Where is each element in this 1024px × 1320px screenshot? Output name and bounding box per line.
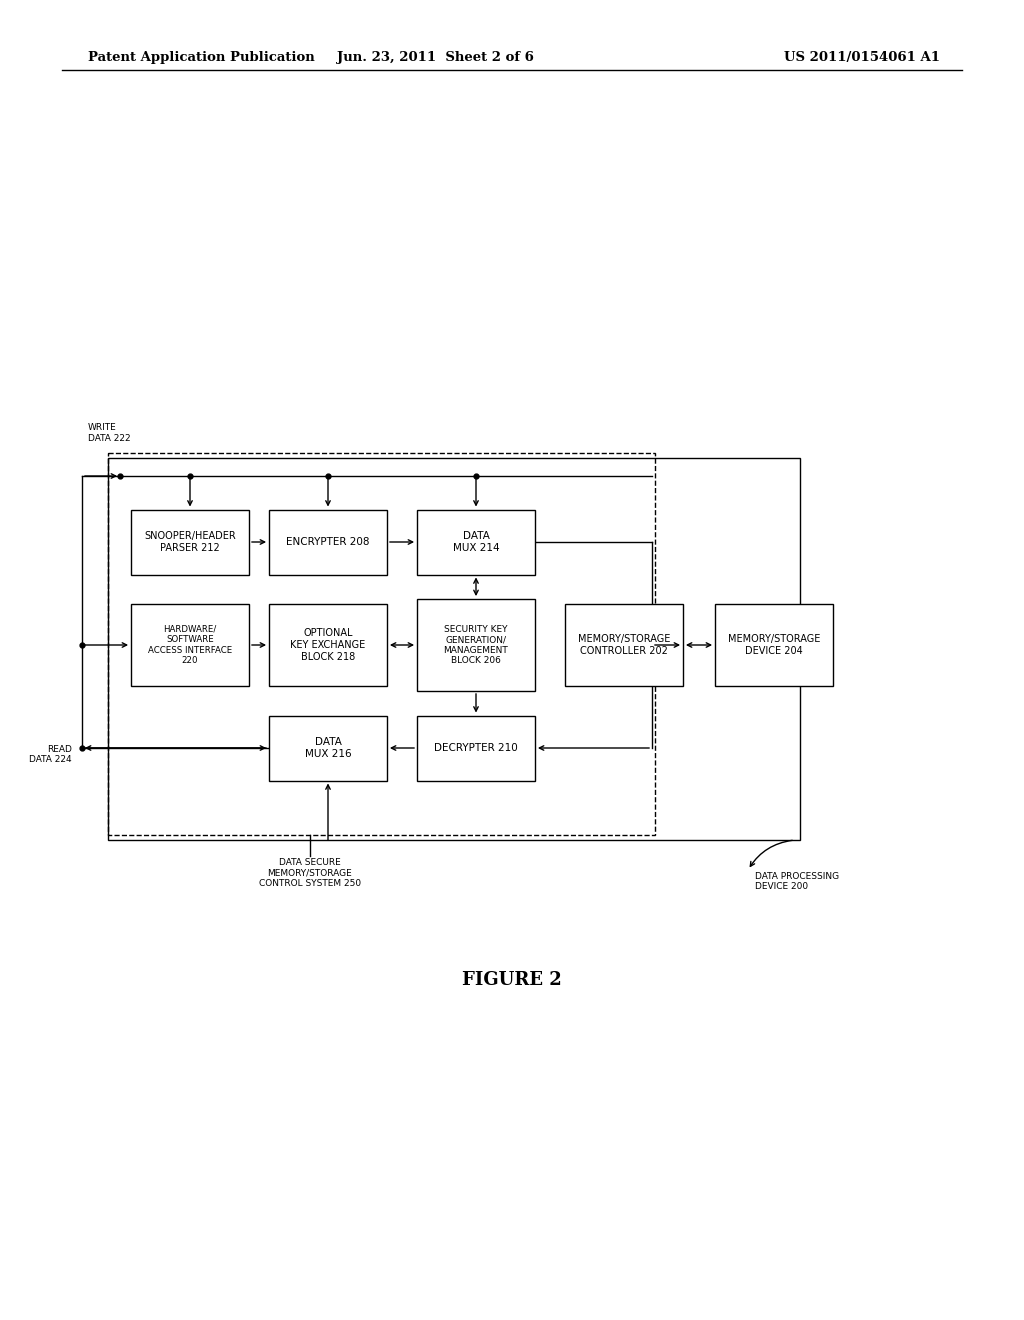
Text: WRITE: WRITE	[88, 422, 117, 432]
Text: OPTIONAL
KEY EXCHANGE
BLOCK 218: OPTIONAL KEY EXCHANGE BLOCK 218	[291, 628, 366, 661]
Text: DATA SECURE
MEMORY/STORAGE
CONTROL SYSTEM 250: DATA SECURE MEMORY/STORAGE CONTROL SYSTE…	[259, 858, 361, 888]
Bar	[417, 715, 535, 780]
Text: SECURITY KEY
GENERATION/
MANAGEMENT
BLOCK 206: SECURITY KEY GENERATION/ MANAGEMENT BLOC…	[443, 624, 508, 665]
Text: US 2011/0154061 A1: US 2011/0154061 A1	[784, 50, 940, 63]
Bar	[417, 510, 535, 574]
Text: DATA 222: DATA 222	[88, 434, 131, 444]
Text: Patent Application Publication: Patent Application Publication	[88, 50, 314, 63]
Text: ENCRYPTER 208: ENCRYPTER 208	[287, 537, 370, 546]
Bar	[417, 599, 535, 690]
Bar	[565, 605, 683, 686]
Bar	[108, 453, 655, 836]
Text: MEMORY/STORAGE
CONTROLLER 202: MEMORY/STORAGE CONTROLLER 202	[578, 634, 670, 656]
Text: MEMORY/STORAGE
DEVICE 204: MEMORY/STORAGE DEVICE 204	[728, 634, 820, 656]
Text: DATA
MUX 216: DATA MUX 216	[305, 737, 351, 759]
Text: READ: READ	[47, 746, 72, 755]
Bar	[269, 715, 387, 780]
Text: DATA
MUX 214: DATA MUX 214	[453, 531, 500, 553]
Bar	[131, 605, 249, 686]
Bar	[108, 458, 800, 840]
Bar	[715, 605, 833, 686]
Bar	[269, 510, 387, 574]
Text: SNOOPER/HEADER
PARSER 212: SNOOPER/HEADER PARSER 212	[144, 531, 236, 553]
Text: Jun. 23, 2011  Sheet 2 of 6: Jun. 23, 2011 Sheet 2 of 6	[337, 50, 534, 63]
Text: DECRYPTER 210: DECRYPTER 210	[434, 743, 518, 752]
Text: FIGURE 2: FIGURE 2	[462, 972, 562, 989]
Bar	[131, 510, 249, 574]
Text: DATA PROCESSING
DEVICE 200: DATA PROCESSING DEVICE 200	[755, 873, 839, 891]
Bar	[269, 605, 387, 686]
Text: HARDWARE/
SOFTWARE
ACCESS INTERFACE
220: HARDWARE/ SOFTWARE ACCESS INTERFACE 220	[147, 624, 232, 665]
Text: DATA 224: DATA 224	[30, 755, 72, 764]
